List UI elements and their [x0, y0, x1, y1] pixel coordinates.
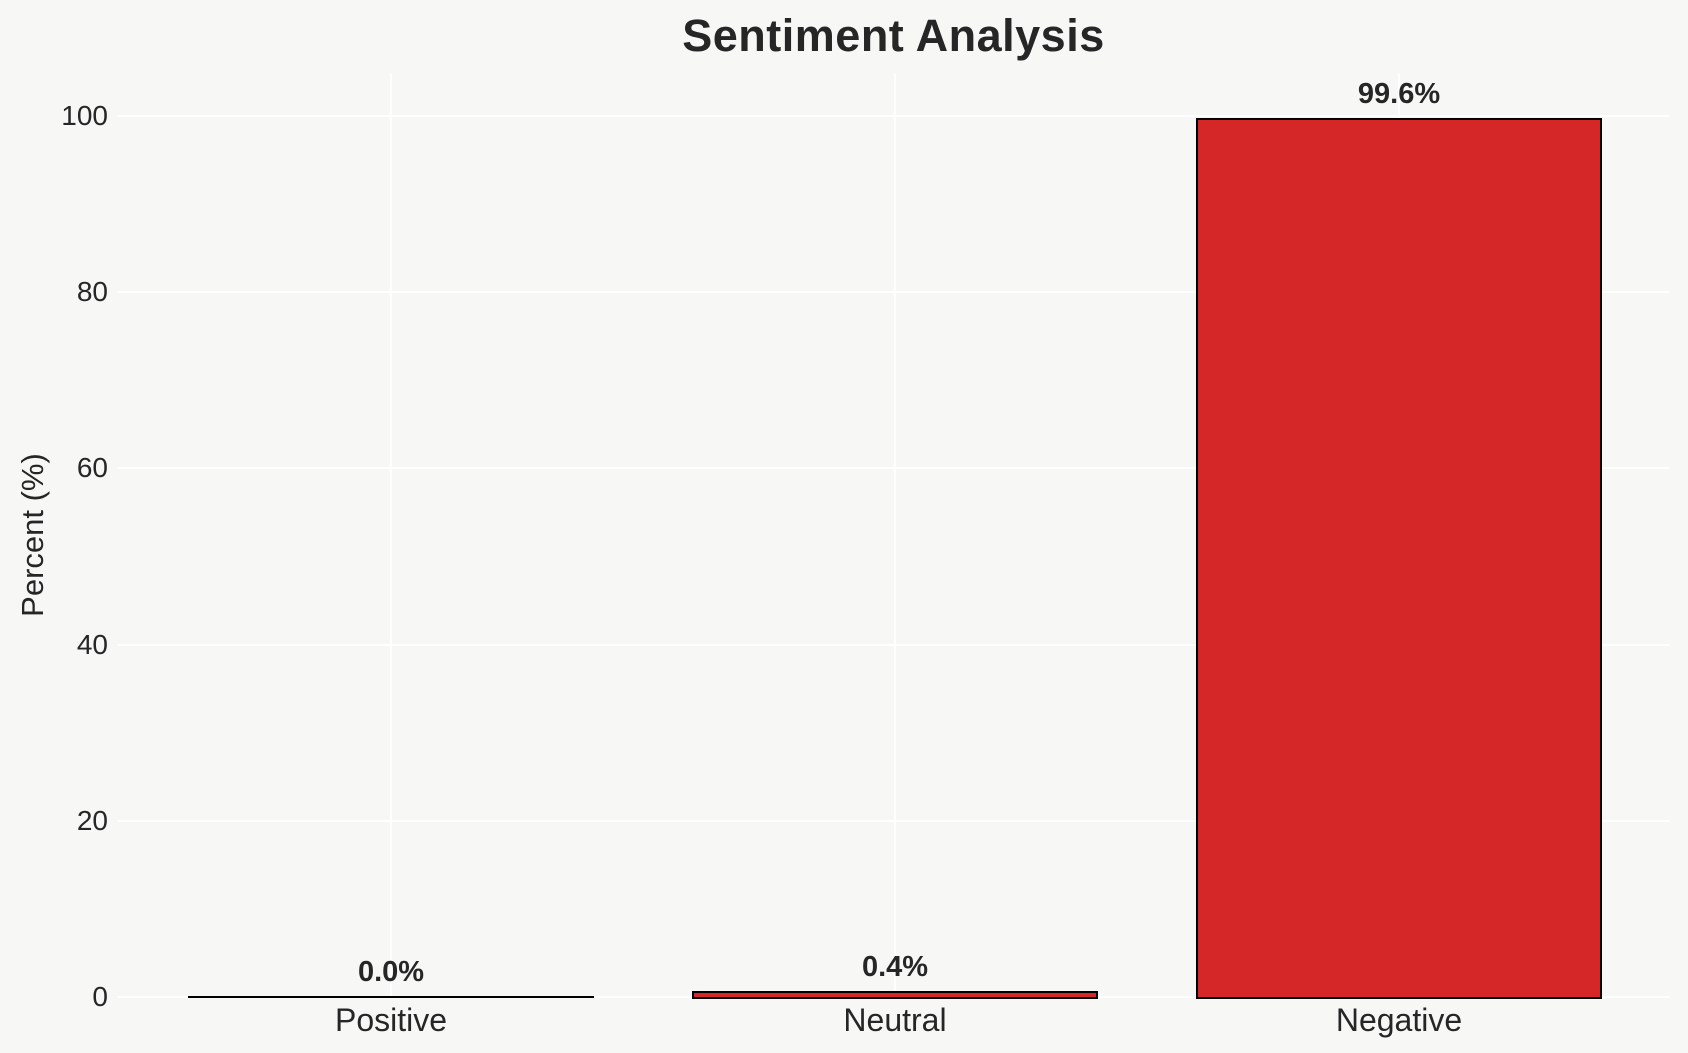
x-tick-label-negative: Negative — [1335, 1002, 1463, 1038]
gridline-y-40 — [118, 644, 1669, 646]
y-tick-label: 0 — [92, 981, 108, 1012]
chart-title: Sentiment Analysis — [682, 10, 1105, 61]
gridline-x-neutral — [894, 74, 896, 997]
gridline-y-80 — [118, 291, 1669, 293]
y-tick-label: 100 — [61, 100, 108, 131]
y-tick-label: 80 — [76, 276, 108, 307]
bar-value-label: 99.6% — [1357, 78, 1441, 110]
bar-positive — [188, 996, 594, 998]
bar-value-label: 0.4% — [861, 951, 929, 983]
gridline-y-60 — [118, 467, 1669, 469]
gridline-y-20 — [118, 820, 1669, 822]
bar-neutral — [692, 991, 1098, 999]
x-tick-label-neutral: Neutral — [843, 1002, 947, 1038]
y-tick-label: 40 — [76, 629, 108, 660]
y-tick-label: 20 — [76, 805, 108, 836]
y-tick-label: 60 — [76, 452, 108, 483]
gridline-x-positive — [390, 74, 392, 997]
bar-value-label: 0.0% — [357, 956, 425, 988]
gridline-y-100 — [118, 115, 1669, 117]
bar-negative — [1196, 118, 1602, 999]
x-tick-label-positive: Positive — [334, 1002, 448, 1038]
